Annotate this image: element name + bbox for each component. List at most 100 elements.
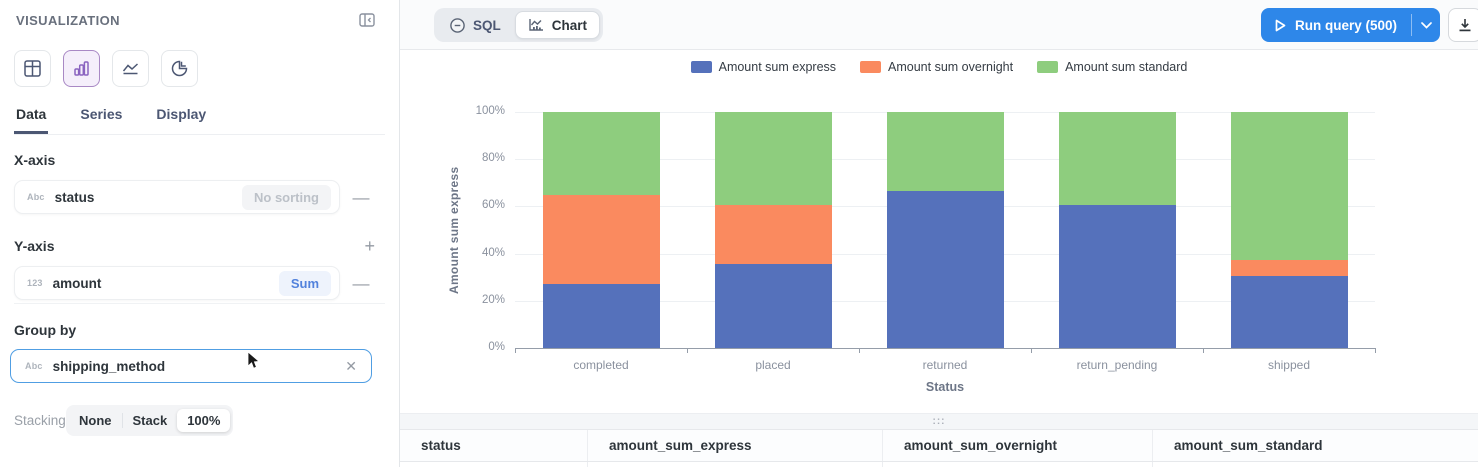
chart-type-pie-button[interactable]: [161, 50, 198, 87]
clear-group-by-icon[interactable]: ✕: [345, 357, 357, 374]
bar-chart-icon: [72, 59, 91, 78]
run-query-main[interactable]: Run query (500): [1261, 8, 1411, 42]
column-header-amount_sum_express[interactable]: amount_sum_express: [588, 430, 883, 461]
legend-label: Amount sum standard: [1065, 60, 1188, 74]
bar-segment[interactable]: [1058, 205, 1176, 348]
pie-chart-icon: [170, 59, 189, 78]
chart-tab-label: Chart: [551, 17, 588, 33]
x-axis-title: Status: [925, 380, 965, 394]
add-y-axis-icon[interactable]: +: [364, 236, 375, 256]
chart-icon: [528, 17, 545, 33]
y-tick-label: 20%: [481, 293, 505, 306]
legend-label: Amount sum overnight: [888, 60, 1014, 74]
y-axis-heading: Y-axis: [14, 238, 55, 254]
stacking-option-100pct[interactable]: 100%: [177, 409, 231, 432]
y-tick-label: 40%: [481, 246, 505, 259]
collapse-sidebar-icon[interactable]: [357, 10, 377, 30]
x-tick-label: placed: [755, 358, 791, 372]
x-axis-tick: [687, 348, 688, 353]
x-axis-tick: [1031, 348, 1032, 353]
x-axis-field[interactable]: Abc status No sorting: [14, 180, 340, 214]
chart-type-line-button[interactable]: [112, 50, 149, 87]
x-axis-tick: [1203, 348, 1204, 353]
number-type-icon: 123: [27, 278, 43, 288]
download-button[interactable]: [1448, 8, 1478, 42]
y-tick-label: 0%: [488, 341, 505, 353]
sql-console-icon: [449, 17, 466, 34]
bar-segment[interactable]: [542, 194, 660, 285]
group-by-field-label: shipping_method: [52, 358, 166, 374]
sorting-button[interactable]: No sorting: [242, 184, 331, 210]
tab-series[interactable]: Series: [80, 106, 123, 122]
x-tick-label: returned: [922, 358, 968, 372]
bar-segment[interactable]: [542, 284, 660, 348]
segment-divider: [121, 413, 123, 428]
legend-label: Amount sum express: [718, 60, 837, 74]
bar-segment[interactable]: [1058, 112, 1176, 206]
text-type-icon: Abc: [25, 361, 43, 371]
bar-segment[interactable]: [714, 112, 832, 206]
aggregation-button[interactable]: Sum: [278, 270, 331, 296]
run-options-caret[interactable]: [1412, 8, 1440, 42]
chart-type-picker: [14, 50, 198, 87]
x-axis-tick: [1375, 348, 1376, 353]
remove-x-axis-icon[interactable]: —: [352, 188, 370, 207]
y-tick-label: 60%: [481, 199, 505, 212]
bar-segment[interactable]: [1230, 259, 1348, 276]
x-tick-label: return_pending: [1076, 358, 1158, 372]
chart-type-bar-button[interactable]: [63, 50, 100, 87]
stacking-segmented-control: None Stack 100%: [66, 405, 234, 436]
line-chart-icon: [121, 59, 140, 78]
stacking-option-stack[interactable]: Stack: [132, 413, 168, 428]
run-button-divider: [1411, 14, 1412, 36]
legend-swatch: [1037, 61, 1059, 73]
y-axis-field[interactable]: 123 amount Sum: [14, 266, 340, 300]
x-axis-heading: X-axis: [14, 152, 56, 168]
bar-segment[interactable]: [1230, 276, 1348, 348]
section-divider: [14, 303, 385, 304]
column-header-amount_sum_standard[interactable]: amount_sum_standard: [1174, 438, 1323, 453]
table-chart-icon: [23, 59, 42, 78]
y-axis-field-label: amount: [52, 275, 102, 291]
column-header-amount_sum_overnight[interactable]: amount_sum_overnight: [883, 430, 1153, 461]
group-by-heading: Group by: [14, 322, 77, 338]
play-icon: [1275, 19, 1286, 32]
visualization-sidebar: VISUALIZATION Data Series Display X-axis A…: [0, 0, 400, 467]
sidebar-title: VISUALIZATION: [16, 13, 120, 28]
tab-sql[interactable]: SQL: [437, 12, 513, 39]
x-axis-tick: [859, 348, 860, 353]
column-header-status[interactable]: status: [400, 430, 588, 461]
chart-canvas: Amount sum express Amount sum overnight Am…: [400, 50, 1478, 413]
group-by-field[interactable]: Abc shipping_method ✕: [10, 349, 372, 383]
y-tick-label: 100%: [475, 105, 505, 117]
stacking-label: Stacking: [14, 413, 66, 428]
bar-segment[interactable]: [714, 205, 832, 265]
bar-segment[interactable]: [1230, 112, 1348, 260]
y-tick-label: 80%: [481, 152, 505, 165]
legend-item[interactable]: Amount sum express: [690, 60, 837, 74]
legend-item[interactable]: Amount sum standard: [1037, 60, 1187, 74]
x-axis-tick: [515, 348, 516, 353]
view-toggle: SQL Chart: [434, 8, 604, 42]
legend-swatch: [860, 61, 882, 73]
remove-y-axis-icon[interactable]: —: [352, 274, 370, 293]
bar-segment[interactable]: [886, 112, 1004, 192]
bar-segment[interactable]: [886, 191, 1004, 348]
bar-segment[interactable]: [714, 264, 832, 348]
legend-item[interactable]: Amount sum overnight: [860, 60, 1013, 74]
panel-resize-handle[interactable]: :::: [400, 413, 1478, 430]
text-type-icon: Abc: [27, 192, 45, 202]
editor-topbar: SQL Chart Run query (500): [400, 0, 1478, 50]
tab-chart[interactable]: Chart: [514, 11, 601, 39]
run-query-button[interactable]: Run query (500): [1260, 8, 1440, 42]
result-table-header: status amount_sum_express amount_sum_overn…: [400, 430, 1478, 462]
download-icon: [1457, 17, 1473, 33]
tab-display[interactable]: Display: [156, 106, 207, 122]
legend-swatch: [690, 61, 712, 73]
chart-type-table-button[interactable]: [14, 50, 51, 87]
stacking-option-none[interactable]: None: [79, 413, 112, 428]
bar-segment[interactable]: [542, 112, 660, 195]
y-axis-title: Amount sum express: [447, 166, 461, 294]
tab-data[interactable]: Data: [14, 104, 49, 134]
